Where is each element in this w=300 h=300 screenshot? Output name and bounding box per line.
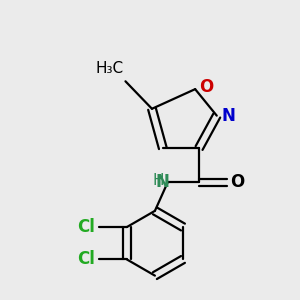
Text: Cl: Cl bbox=[78, 250, 95, 268]
Text: H₃C: H₃C bbox=[95, 61, 124, 76]
Text: Cl: Cl bbox=[78, 218, 95, 236]
Text: H: H bbox=[152, 173, 164, 188]
Text: N: N bbox=[156, 173, 170, 191]
Text: N: N bbox=[222, 106, 236, 124]
Text: O: O bbox=[230, 173, 245, 191]
Text: O: O bbox=[199, 78, 213, 96]
